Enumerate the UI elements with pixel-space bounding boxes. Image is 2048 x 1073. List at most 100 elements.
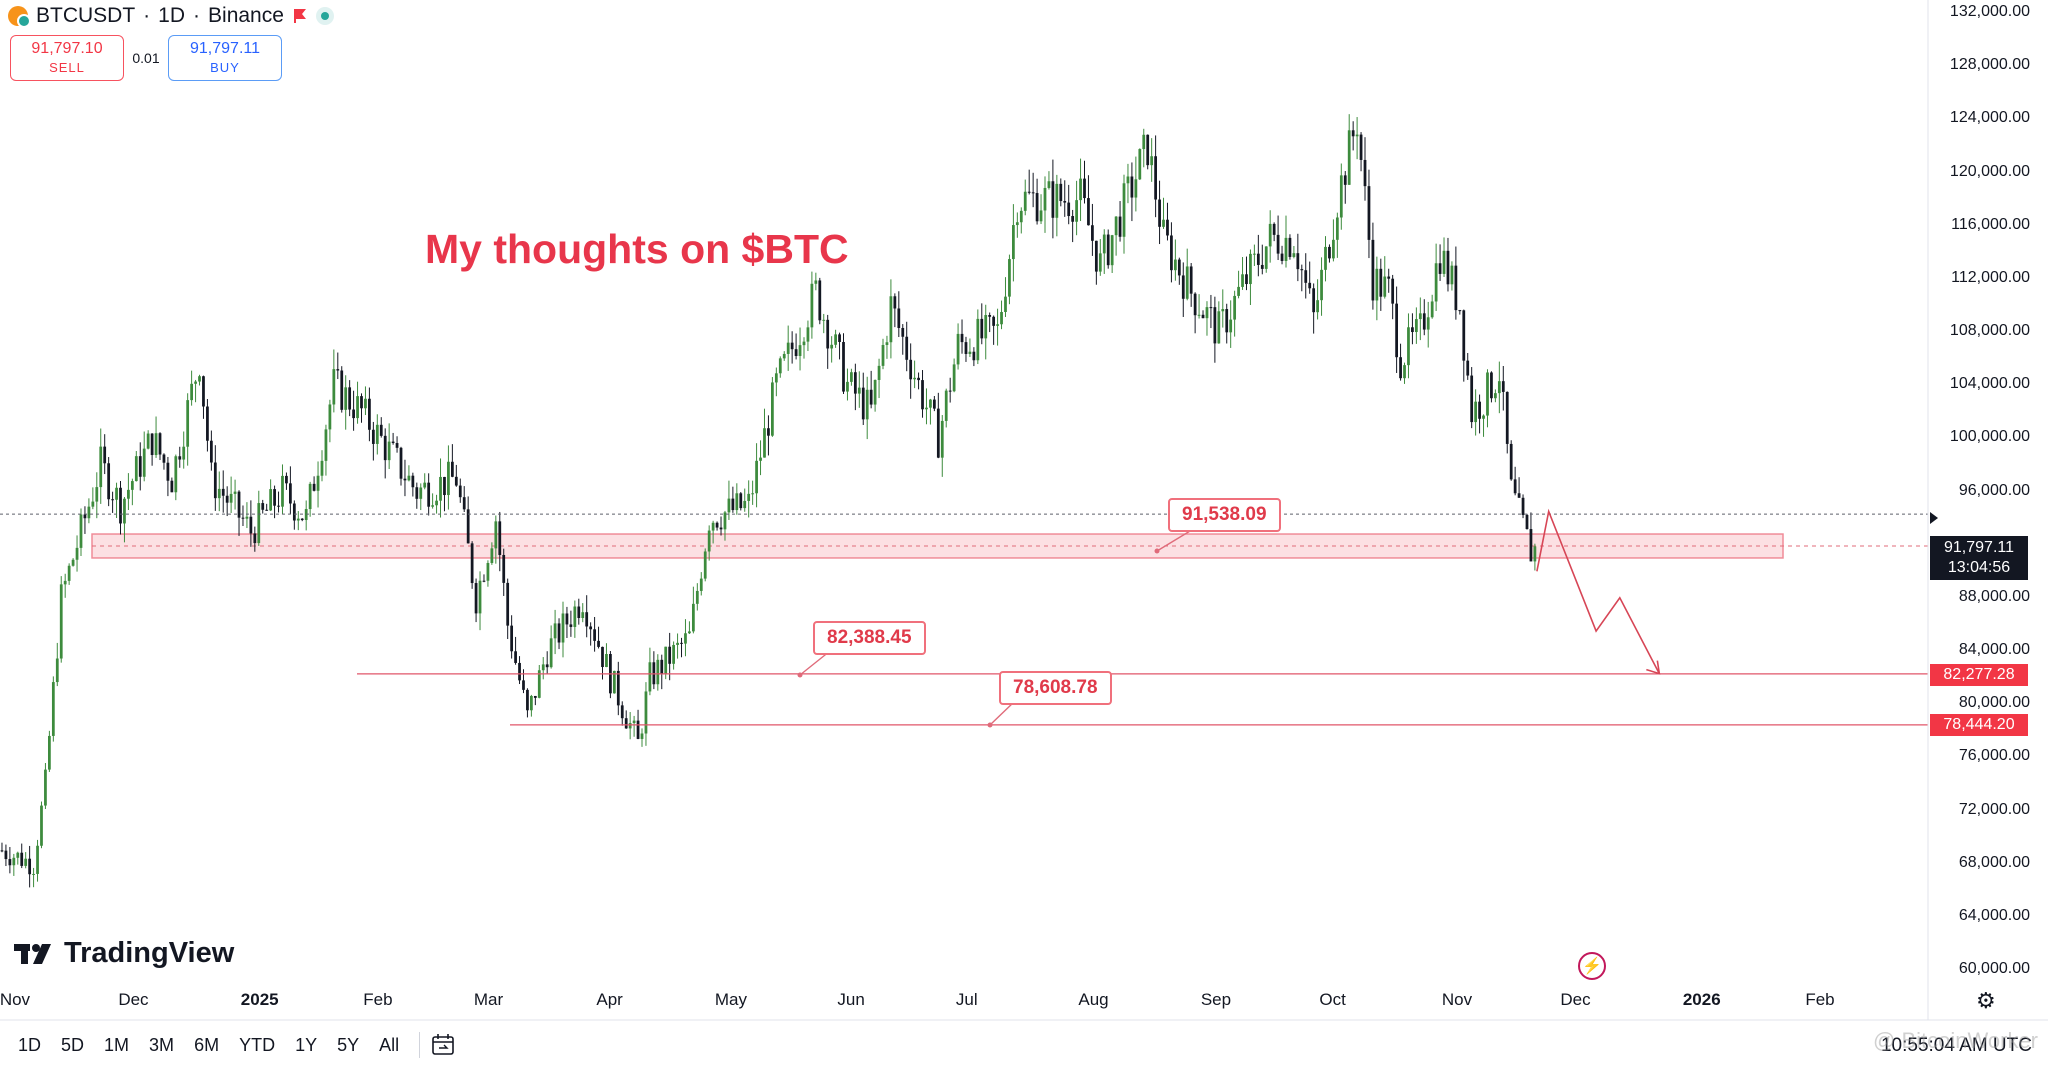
candle-body: [1012, 225, 1015, 260]
candle-body: [20, 852, 24, 866]
candle-body: [632, 720, 636, 724]
range-button[interactable]: 1M: [104, 1034, 130, 1055]
candle-body: [1134, 179, 1138, 198]
candle-body: [719, 527, 723, 530]
market-status-icon[interactable]: [315, 7, 334, 25]
candle-body: [1114, 216, 1118, 236]
candle-body: [1395, 303, 1398, 358]
candle-body: [478, 580, 482, 614]
range-button[interactable]: 5D: [61, 1034, 85, 1055]
time-axis-label: Nov: [0, 990, 31, 1009]
candle-body: [1501, 381, 1505, 392]
range-button[interactable]: YTD: [239, 1034, 276, 1055]
candle-body: [1201, 314, 1205, 319]
header-separator: ·: [143, 4, 151, 27]
sell-button[interactable]: 91,797.10 SELL: [10, 35, 124, 81]
support-zone[interactable]: [91, 533, 1784, 559]
candle-body: [573, 606, 577, 627]
candle-body: [723, 512, 727, 530]
clock-time[interactable]: 10:55:04 AM UTC: [1880, 1035, 2032, 1056]
candle-body: [111, 499, 114, 501]
candle-body: [1391, 278, 1395, 304]
candle-body: [379, 424, 383, 436]
candle-body: [1490, 372, 1493, 399]
candle-body: [375, 424, 379, 444]
bitcoin-coin-icon: [8, 6, 31, 28]
tradingview-logo[interactable]: TradingView: [14, 937, 234, 970]
time-axis-label: Sep: [1200, 990, 1232, 1009]
candle-body: [684, 633, 687, 644]
symbol-name[interactable]: BTCUSDT: [36, 4, 136, 27]
candle-body: [533, 695, 537, 698]
time-axis-label: 2025: [240, 990, 279, 1009]
candle-body: [1256, 253, 1260, 265]
candle-body: [620, 705, 624, 719]
range-button[interactable]: 6M: [194, 1034, 220, 1055]
candle-body: [1430, 301, 1434, 318]
candle-body: [4, 850, 8, 860]
candle-body: [794, 349, 798, 356]
callout-level-82k[interactable]: 82,388.45: [813, 621, 926, 655]
candle-body: [1414, 319, 1418, 333]
candle-body: [992, 316, 996, 326]
callout-zone-price[interactable]: 91,538.09: [1168, 498, 1281, 532]
candle-body: [905, 336, 909, 360]
candle-body: [182, 446, 186, 460]
buy-price: 91,797.11: [190, 40, 260, 57]
candle-body: [1494, 393, 1497, 399]
candle-body: [225, 495, 229, 503]
candle-body: [1004, 296, 1007, 312]
candle-body: [1166, 219, 1169, 236]
buy-label: BUY: [210, 60, 240, 75]
candle-body: [241, 517, 245, 519]
callout-level-78k[interactable]: 78,608.78: [999, 671, 1112, 705]
candle-body: [703, 551, 707, 579]
range-button[interactable]: 5Y: [337, 1034, 360, 1055]
candle-body: [348, 387, 352, 410]
candle-body: [1529, 529, 1533, 562]
candle-body: [1185, 266, 1189, 299]
candle-body: [12, 857, 16, 866]
candle-body: [881, 344, 885, 366]
date-range-icon[interactable]: [430, 1033, 456, 1057]
candle-body: [1225, 309, 1229, 333]
candle-body: [158, 433, 162, 455]
candle-body: [127, 489, 130, 499]
price-axis-label: 104,000.00: [1949, 375, 2030, 393]
candle-body: [1359, 134, 1363, 160]
candle-body: [1177, 259, 1181, 276]
candle-body: [1205, 307, 1209, 319]
interval-label[interactable]: 1D: [158, 4, 186, 27]
watermark: @ BitcoinWorker: [1873, 1028, 2038, 1053]
settings-gear-icon[interactable]: ⚙: [1976, 988, 1996, 1013]
candle-body: [273, 489, 276, 506]
candle-body: [1296, 253, 1300, 270]
bottom-toolbar: 1D 5D 1M 3M 6M YTD 1Y 5Y All: [0, 1023, 2048, 1067]
range-button[interactable]: 3M: [149, 1034, 175, 1055]
candle-body: [312, 483, 316, 491]
candle-body: [1482, 415, 1485, 419]
buy-button[interactable]: 91,797.11 BUY: [168, 35, 282, 81]
candle-body: [1422, 313, 1426, 330]
level-tag-82k: 82,277.28: [1930, 664, 2028, 686]
candle-body: [798, 345, 802, 356]
candle-body: [972, 351, 976, 361]
candle-body: [48, 735, 51, 770]
annotation-title[interactable]: My thoughts on $BTC: [425, 226, 849, 272]
symbol-header[interactable]: BTCUSDT · 1D · Binance: [8, 2, 334, 30]
candle-body: [1446, 250, 1450, 285]
range-button[interactable]: 1D: [18, 1034, 42, 1055]
range-button[interactable]: 1Y: [295, 1034, 318, 1055]
event-lightning-icon[interactable]: ⚡: [1578, 952, 1606, 980]
exchange-name[interactable]: Binance: [208, 4, 284, 27]
range-button[interactable]: All: [379, 1034, 400, 1055]
projection-path[interactable]: [1536, 508, 1661, 674]
candle-body: [423, 482, 427, 488]
callout-pointer: [989, 700, 1016, 726]
flag-icon[interactable]: [292, 8, 308, 24]
candle-body: [569, 624, 573, 627]
candle-body: [470, 543, 474, 584]
candle-body: [1470, 375, 1474, 423]
candle-body: [1525, 514, 1529, 530]
